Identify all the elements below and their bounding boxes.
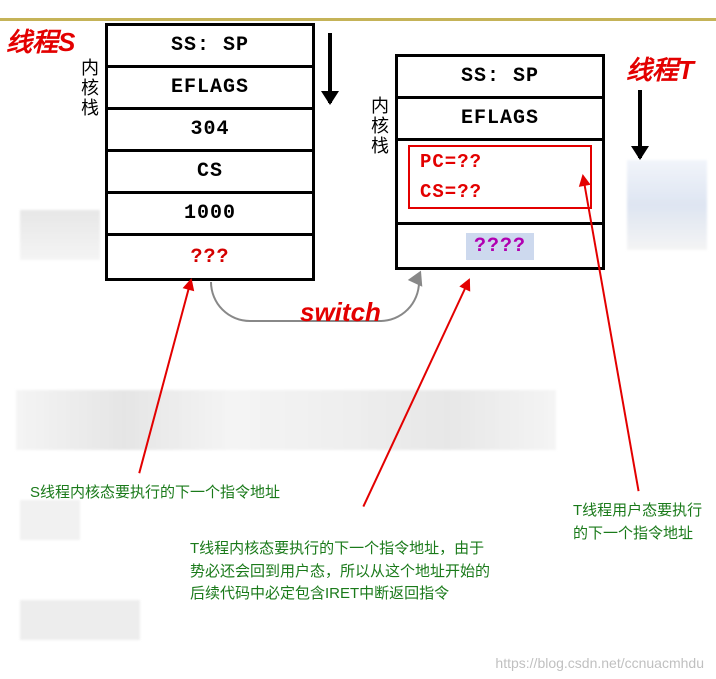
stack-s-vtext: 内核栈: [76, 58, 102, 118]
stack-t-cell: ????: [398, 225, 602, 267]
bg-blob: [20, 500, 80, 540]
redbox-pc-cs: PC=?? CS=??: [408, 145, 592, 209]
thread-s-label: 线程S: [6, 22, 75, 59]
top-rule: [0, 18, 716, 21]
stack-s-cell: ???: [108, 236, 312, 278]
stack-t-cell: SS: SP: [398, 57, 602, 99]
stack-t-vtext: 内核栈: [366, 96, 392, 156]
note-s-kernel: S线程内核态要执行的下一个指令地址: [30, 482, 340, 505]
watermark: https://blog.csdn.net/ccnuacmhdu: [495, 655, 704, 671]
bg-blob: [16, 390, 556, 450]
thread-t-label: 线程T: [626, 50, 694, 87]
stack-s-cell: SS: SP: [108, 26, 312, 68]
stack-t-cell: EFLAGS: [398, 99, 602, 141]
stack-s-cell: CS: [108, 152, 312, 194]
note-t-kernel: T线程内核态要执行的下一个指令地址，由于势必还会回到用户态，所以从这个地址开始的…: [190, 538, 490, 606]
stack-s-cell: 1000: [108, 194, 312, 236]
bg-blob: [20, 210, 100, 260]
stack-t-cell: PC=?? CS=??: [398, 141, 602, 225]
stack-s-cell: 304: [108, 110, 312, 152]
bg-blob: [20, 600, 140, 640]
stack-s-cell: EFLAGS: [108, 68, 312, 110]
bg-blob: [627, 160, 707, 250]
arrow-t-down: [638, 90, 642, 158]
redbox-pc: PC=??: [410, 147, 590, 177]
qmark-t: ????: [466, 233, 534, 260]
stack-s: SS: SPEFLAGS304CS1000???: [105, 23, 315, 281]
redbox-cs: CS=??: [410, 177, 590, 207]
arrow-s-down: [328, 33, 332, 103]
switch-label: switch: [300, 297, 381, 328]
note-t-user: T线程用户态要执行的下一个指令地址: [573, 500, 703, 545]
stack-t: SS: SP EFLAGS PC=?? CS=?? ????: [395, 54, 605, 270]
